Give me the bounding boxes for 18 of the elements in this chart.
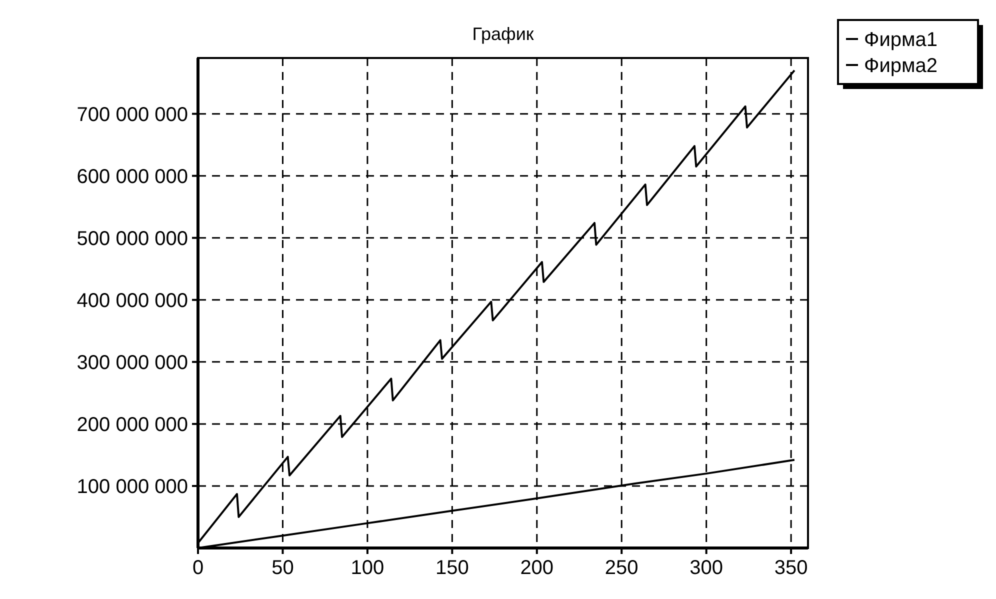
y-tick-label: 500 000 000	[76, 228, 188, 250]
y-tick-label: 200 000 000	[76, 414, 188, 436]
y-tick-label: 300 000 000	[76, 352, 188, 374]
y-tick-label: 400 000 000	[76, 290, 188, 312]
y-tick-label: 600 000 000	[76, 166, 188, 188]
x-tick-label: 250	[604, 557, 638, 579]
y-tick-label: 700 000 000	[76, 104, 188, 126]
x-tick-label: 150	[435, 557, 469, 579]
x-tick-label: 100	[350, 557, 384, 579]
y-tick-label: 100 000 000	[76, 476, 188, 498]
legend-label: Фирма1	[864, 29, 938, 51]
legend-label: Фирма2	[864, 55, 938, 77]
x-tick-label: 300	[690, 557, 724, 579]
x-tick-label: 50	[272, 557, 294, 579]
x-tick-label: 200	[520, 557, 554, 579]
chart-title: График	[472, 24, 534, 44]
x-tick-label: 350	[774, 557, 808, 579]
x-tick-label: 0	[192, 557, 204, 579]
